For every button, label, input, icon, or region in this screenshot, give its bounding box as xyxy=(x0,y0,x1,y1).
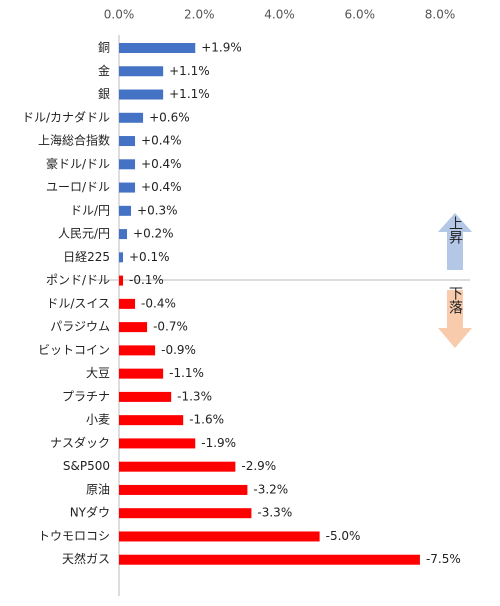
bar xyxy=(119,43,196,53)
y-tick-label: ドル/スイス xyxy=(46,296,110,310)
bar xyxy=(119,159,136,170)
value-label: -3.2% xyxy=(253,482,288,496)
down-label: 下落 xyxy=(447,286,463,314)
up-arrow xyxy=(438,213,472,270)
value-label: -5.0% xyxy=(326,529,361,543)
value-label: -3.3% xyxy=(257,506,292,520)
bar xyxy=(119,298,136,309)
value-label: +0.3% xyxy=(137,203,178,217)
bar xyxy=(119,531,320,542)
bar xyxy=(119,182,136,193)
value-label: -1.9% xyxy=(201,436,236,450)
y-tick-label: ビットコイン xyxy=(38,343,110,357)
y-tick-label: 金 xyxy=(98,63,110,78)
down-arrow xyxy=(438,290,472,348)
value-label: -2.9% xyxy=(241,459,276,473)
y-tick-label: ユーロ/ドル xyxy=(46,180,110,194)
y-tick-label: 上海総合指数 xyxy=(38,133,110,148)
y-tick-label: ドル/円 xyxy=(70,203,110,217)
y-tick-label: トウモロコシ xyxy=(38,529,110,543)
value-label: -0.4% xyxy=(141,296,176,310)
y-tick-label: 日経225 xyxy=(63,250,110,264)
value-label: +1.1% xyxy=(169,64,210,78)
value-label: -1.1% xyxy=(169,366,204,380)
value-label: -1.3% xyxy=(177,389,212,403)
bar xyxy=(119,554,420,565)
bar xyxy=(119,484,248,495)
y-tick-label: ポンド/ドル xyxy=(46,273,110,287)
value-label: +0.6% xyxy=(149,110,190,124)
value-label: -0.7% xyxy=(153,320,188,334)
bar xyxy=(119,205,132,216)
x-tick-label: 8.0% xyxy=(425,8,456,22)
y-tick-label: プラチナ xyxy=(62,389,110,403)
y-tick-label: 豪ドル/ドル xyxy=(46,156,110,171)
y-tick-label: パラジウム xyxy=(50,320,110,334)
y-tick-label: 原油 xyxy=(86,482,110,496)
bar xyxy=(119,368,164,379)
bar xyxy=(119,345,156,356)
value-label: +0.4% xyxy=(141,157,182,171)
x-tick-label: 6.0% xyxy=(345,8,376,22)
bar xyxy=(119,252,124,263)
value-label: +1.9% xyxy=(201,41,242,55)
y-tick-label: ナスダック xyxy=(50,435,110,450)
value-label: -7.5% xyxy=(426,552,461,566)
bar xyxy=(119,66,164,77)
x-tick-label: 2.0% xyxy=(184,8,215,22)
value-label: +0.1% xyxy=(129,250,170,264)
bar xyxy=(119,275,124,286)
x-tick-label: 4.0% xyxy=(264,8,295,22)
bar xyxy=(119,112,144,123)
y-tick-label: NYダウ xyxy=(70,505,110,520)
value-label: -0.1% xyxy=(129,273,164,287)
up-label: 上昇 xyxy=(447,216,463,244)
y-tick-label: ドル/カナダドル xyxy=(22,109,110,124)
value-label: +0.4% xyxy=(141,134,182,148)
value-label: -0.9% xyxy=(161,343,196,357)
y-tick-label: 人民元/円 xyxy=(58,227,110,241)
bar xyxy=(119,89,164,100)
value-label: +0.2% xyxy=(133,227,174,241)
y-tick-label: 銅 xyxy=(98,41,110,55)
y-tick-label: S&P500 xyxy=(63,459,110,473)
value-label: -1.6% xyxy=(189,413,224,427)
value-label: +1.1% xyxy=(169,87,210,101)
bar xyxy=(119,461,236,472)
bar xyxy=(119,415,184,426)
bar xyxy=(119,136,136,147)
bar xyxy=(119,508,252,519)
y-tick-label: 大豆 xyxy=(86,366,110,380)
bar xyxy=(119,229,128,240)
y-tick-label: 銀 xyxy=(98,87,110,101)
value-label: +0.4% xyxy=(141,180,182,194)
y-tick-label: 天然ガス xyxy=(62,551,110,566)
y-tick-label: 小麦 xyxy=(86,413,110,427)
bar xyxy=(119,438,196,449)
bar xyxy=(119,391,172,402)
bar xyxy=(119,322,148,333)
x-tick-label: 0.0% xyxy=(104,8,135,22)
